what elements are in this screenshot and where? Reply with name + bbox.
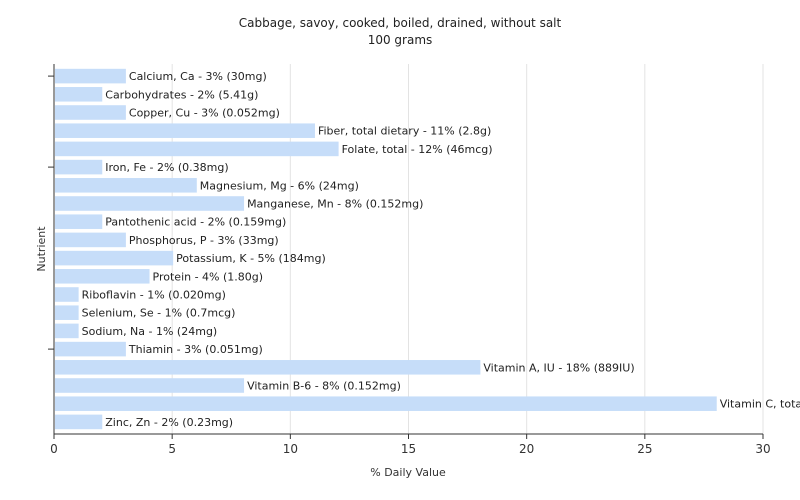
bar: [55, 232, 126, 248]
bar-label: Calcium, Ca - 3% (30mg): [129, 70, 267, 83]
bar: [55, 178, 197, 193]
bar-label: Potassium, K - 5% (184mg): [176, 252, 326, 265]
y-axis-label: Nutrient: [35, 226, 48, 272]
bar: [55, 414, 103, 430]
bar: [55, 396, 717, 411]
bar-label: Vitamin B-6 - 8% (0.152mg): [247, 380, 401, 393]
bar-label: Phosphorus, P - 3% (33mg): [129, 234, 279, 247]
bar: [55, 341, 126, 357]
bar: [55, 159, 103, 175]
bar-label: Pantothenic acid - 2% (0.159mg): [105, 216, 286, 229]
x-tick-label: 25: [637, 442, 652, 456]
bar-label: Iron, Fe - 2% (0.38mg): [105, 161, 228, 174]
x-tick-label: 30: [755, 442, 770, 456]
bar: [55, 305, 79, 320]
x-axis-label: % Daily Value: [370, 466, 446, 479]
bars-group: Calcium, Ca - 3% (30mg) Carbohydrates - 2…: [55, 68, 800, 430]
bar: [55, 378, 245, 393]
bar: [55, 87, 103, 102]
bar-label: Copper, Cu - 3% (0.052mg): [129, 107, 280, 120]
axes-group: 0 5 10 15 20 25 30: [48, 64, 771, 456]
bar: [55, 141, 339, 157]
x-tick-label: 15: [401, 442, 416, 456]
x-tick-label: 20: [519, 442, 534, 456]
bar: [55, 287, 79, 302]
x-tick-label: 5: [168, 442, 176, 456]
chart-title: Cabbage, savoy, cooked, boiled, drained,…: [239, 16, 562, 30]
bar-label: Sodium, Na - 1% (24mg): [82, 325, 218, 338]
bar-label: Manganese, Mn - 8% (0.152mg): [247, 198, 423, 211]
bar-label: Vitamin A, IU - 18% (889IU): [483, 361, 634, 374]
x-tick-label: 0: [50, 442, 58, 456]
bar: [55, 68, 126, 84]
bar: [55, 123, 315, 138]
chart-subtitle: 100 grams: [368, 33, 433, 47]
bar: [55, 214, 103, 229]
x-tick-label: 10: [283, 442, 298, 456]
bar: [55, 250, 174, 266]
bar: [55, 323, 79, 339]
bar-label: Zinc, Zn - 2% (0.23mg): [105, 416, 233, 429]
bar-label: Magnesium, Mg - 6% (24mg): [200, 179, 359, 192]
bar-label: Carbohydrates - 2% (5.41g): [105, 88, 258, 101]
bar: [55, 196, 245, 211]
bar-label: Protein - 4% (1.80g): [153, 270, 264, 283]
bar-label: Folate, total - 12% (46mcg): [342, 143, 493, 156]
bar: [55, 360, 481, 375]
bar-label: Riboflavin - 1% (0.020mg): [82, 289, 226, 302]
bar-label: Fiber, total dietary - 11% (2.8g): [318, 125, 491, 138]
bar-label: Vitamin C, total ascorbic acid - 28% (17…: [720, 398, 800, 411]
bar-label: Selenium, Se - 1% (0.7mcg): [82, 307, 236, 320]
bar-label: Thiamin - 3% (0.051mg): [128, 343, 263, 356]
bar: [55, 269, 150, 284]
bar: [55, 105, 126, 120]
